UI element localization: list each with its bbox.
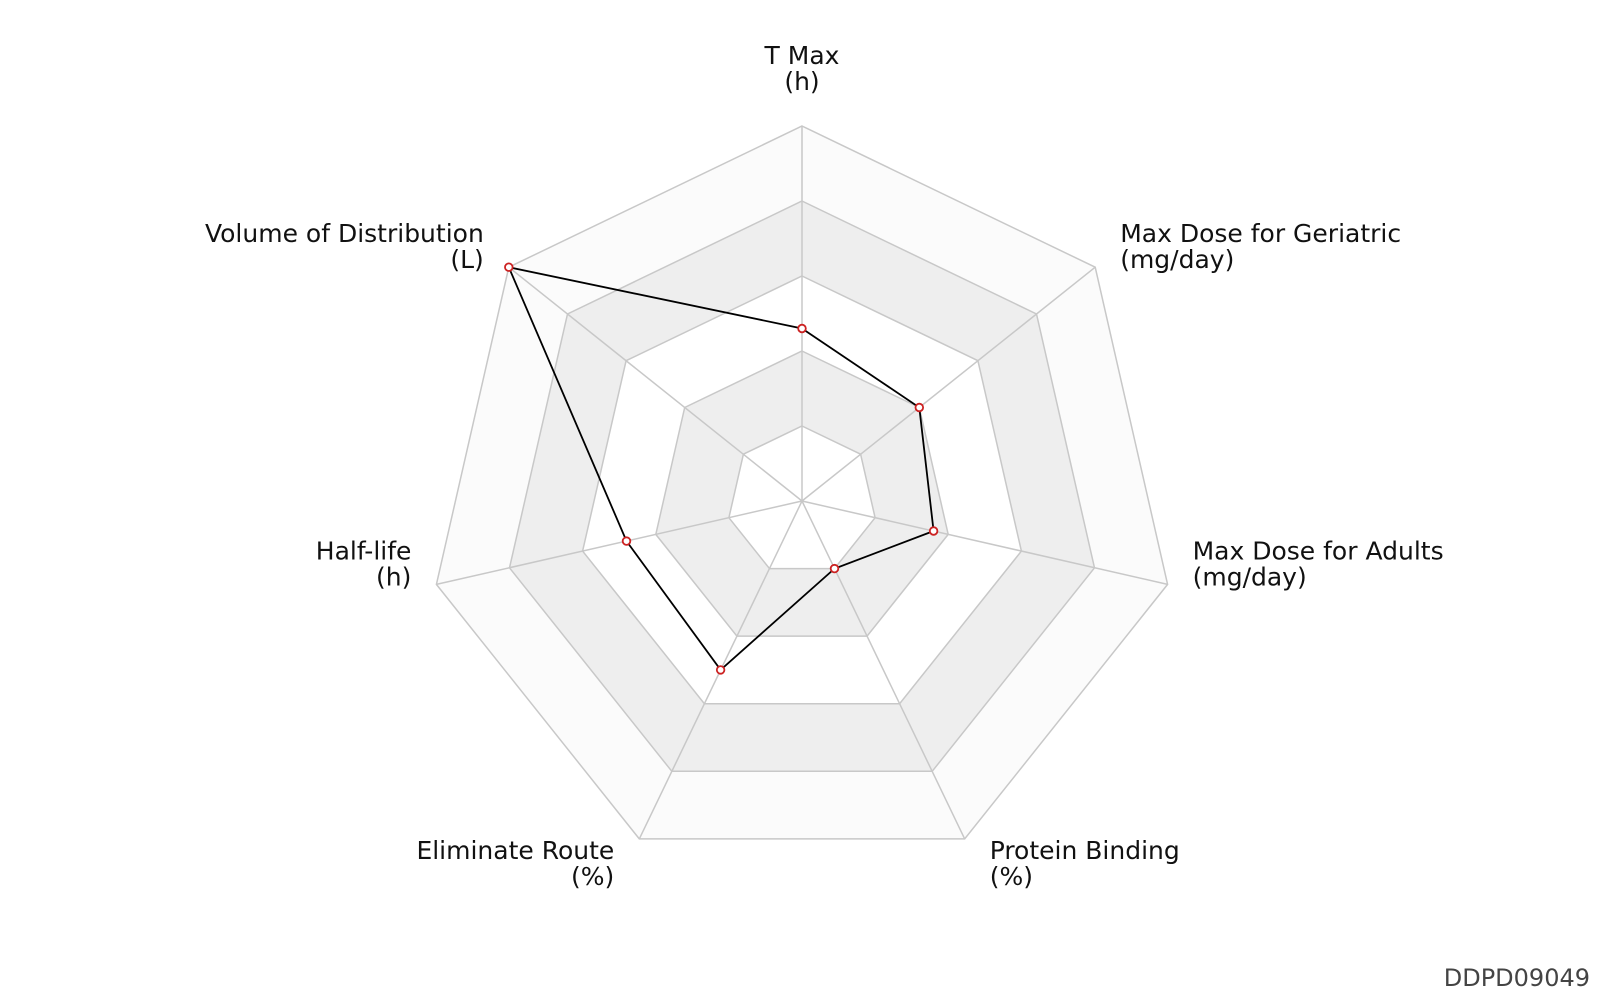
series-line-0 bbox=[507, 265, 935, 672]
axis-labels: T Max (h)Max Dose for Geriatric (mg/day)Ma… bbox=[205, 41, 1444, 891]
spoke-5 bbox=[436, 500, 803, 586]
axis-label-name: Protein Binding bbox=[990, 836, 1180, 865]
axis-label-name: Max Dose for Geriatric bbox=[1120, 219, 1401, 248]
axis-label-unit: (mg/day) bbox=[1120, 245, 1234, 274]
axis-label-name: Volume of Distribution bbox=[205, 219, 484, 248]
spoke-2 bbox=[801, 500, 1168, 586]
axis-label-name: Eliminate Route bbox=[416, 836, 614, 865]
axis-label-5: Half-life (h) bbox=[316, 536, 412, 591]
axis-label-unit: (%) bbox=[990, 862, 1033, 891]
data-point-3 bbox=[829, 563, 840, 574]
axis-label-1: Max Dose for Geriatric (mg/day) bbox=[1120, 219, 1401, 274]
axis-label-unit: (%) bbox=[571, 862, 614, 891]
chart-id: DDPD09049 bbox=[1443, 964, 1590, 992]
radar-series bbox=[504, 262, 939, 675]
axis-label-4: Eliminate Route (%) bbox=[416, 836, 614, 891]
data-point-1 bbox=[914, 402, 924, 413]
data-point-2 bbox=[928, 526, 939, 536]
axis-label-unit: (h) bbox=[376, 562, 411, 591]
axis-label-unit: (mg/day) bbox=[1193, 562, 1307, 591]
spoke-6 bbox=[508, 266, 803, 502]
data-point-5 bbox=[621, 536, 632, 546]
data-point-6 bbox=[504, 262, 514, 272]
axis-label-0: T Max (h) bbox=[764, 41, 840, 96]
spoke-3 bbox=[801, 500, 966, 840]
spoke-1 bbox=[801, 266, 1096, 502]
data-point-4 bbox=[715, 665, 726, 675]
axis-label-name: T Max bbox=[764, 41, 840, 70]
axis-label-6: Volume of Distribution (L) bbox=[205, 219, 484, 274]
axis-label-3: Protein Binding (%) bbox=[990, 836, 1180, 891]
axis-label-name: Max Dose for Adults bbox=[1193, 536, 1444, 565]
axis-label-name: Half-life bbox=[316, 536, 412, 565]
radar-spokes bbox=[436, 126, 1168, 840]
axis-label-2: Max Dose for Adults (mg/day) bbox=[1193, 536, 1444, 591]
axis-label-unit: (L) bbox=[450, 245, 483, 274]
axis-label-unit: (h) bbox=[784, 67, 819, 96]
data-point-0 bbox=[797, 323, 807, 334]
